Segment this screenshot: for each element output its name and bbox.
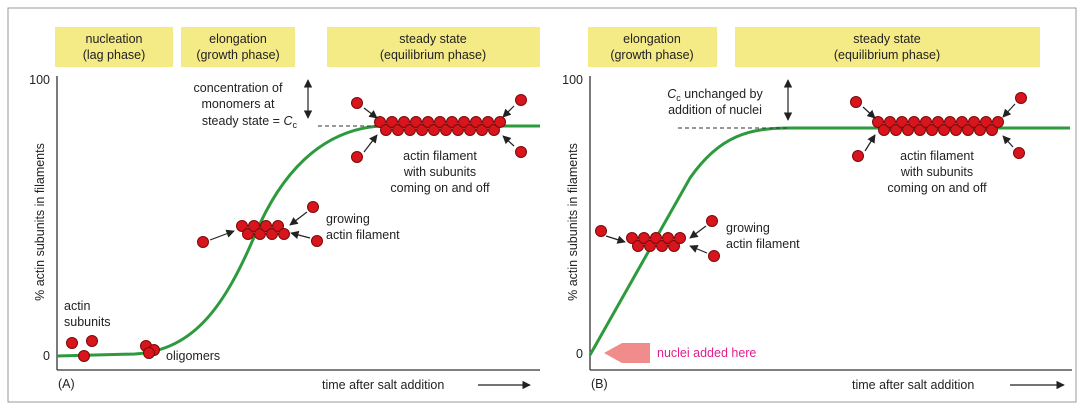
subunit [308,202,319,213]
annotation: addition of nuclei [668,103,762,117]
subunit [853,151,864,162]
subunit [312,236,323,247]
subunit [516,95,527,106]
annotation: growing [726,221,770,235]
subunit [87,336,98,347]
annotation: actin filament [726,237,800,251]
annotation: actin filament [900,149,974,163]
subunit [495,117,506,128]
phase-title: steady state [399,32,466,46]
annotation: Cc unchanged by [667,87,763,103]
subunit [352,98,363,109]
subunit [352,152,363,163]
panel-label: (A) [58,377,75,391]
phase-subtitle: (growth phase) [610,48,693,62]
subunit [675,233,686,244]
y-max: 100 [562,73,583,87]
x-axis-label: time after salt addition [322,378,444,392]
annotation: with subunits [900,165,973,179]
subunit [709,251,720,262]
annotation: actin filament [403,149,477,163]
annotation: steady state = Cc [202,114,298,130]
subunit [516,147,527,158]
annotation: coming on and off [887,181,987,195]
subunit [198,237,209,248]
x-axis-label: time after salt addition [852,378,974,392]
phase-subtitle: (growth phase) [196,48,279,62]
annotation: monomers at [202,97,275,111]
nuclei-label: nuclei added here [657,346,756,360]
annotation-text: unchanged by [681,87,764,101]
annotation: subunits [64,315,111,329]
subscript: c [293,120,298,130]
y-max: 100 [29,73,50,87]
subunit [707,216,718,227]
y-min: 0 [43,349,50,363]
phase-title: nucleation [86,32,143,46]
y-min: 0 [576,347,583,361]
phase-subtitle: (lag phase) [83,48,146,62]
subunit [993,117,1004,128]
panel-label: (B) [591,377,608,391]
annotation: growing [326,212,370,226]
phase-title: steady state [853,32,920,46]
subunit [144,348,155,359]
annotation-text: steady state = [202,114,284,128]
phase-title: elongation [209,32,267,46]
phase-title: elongation [623,32,681,46]
subunit [67,338,78,349]
annotation: actin filament [326,228,400,242]
subunit [851,97,862,108]
y-axis-label: % actin subunits in filaments [33,143,47,301]
subunit [79,351,90,362]
subunit [596,226,607,237]
annotation: coming on and off [390,181,490,195]
annotation: oligomers [166,349,220,363]
subunit [1014,148,1025,159]
subunit [1016,93,1027,104]
phase-subtitle: (equilibrium phase) [380,48,486,62]
y-axis-label: % actin subunits in filaments [566,143,580,301]
subunit [279,229,290,240]
annotation: with subunits [403,165,476,179]
frame [8,8,1076,402]
phase-subtitle: (equilibrium phase) [834,48,940,62]
annotation: actin [64,299,90,313]
figure: nucleation (lag phase) elongation (growt… [0,0,1086,412]
annotation: concentration of [194,81,283,95]
